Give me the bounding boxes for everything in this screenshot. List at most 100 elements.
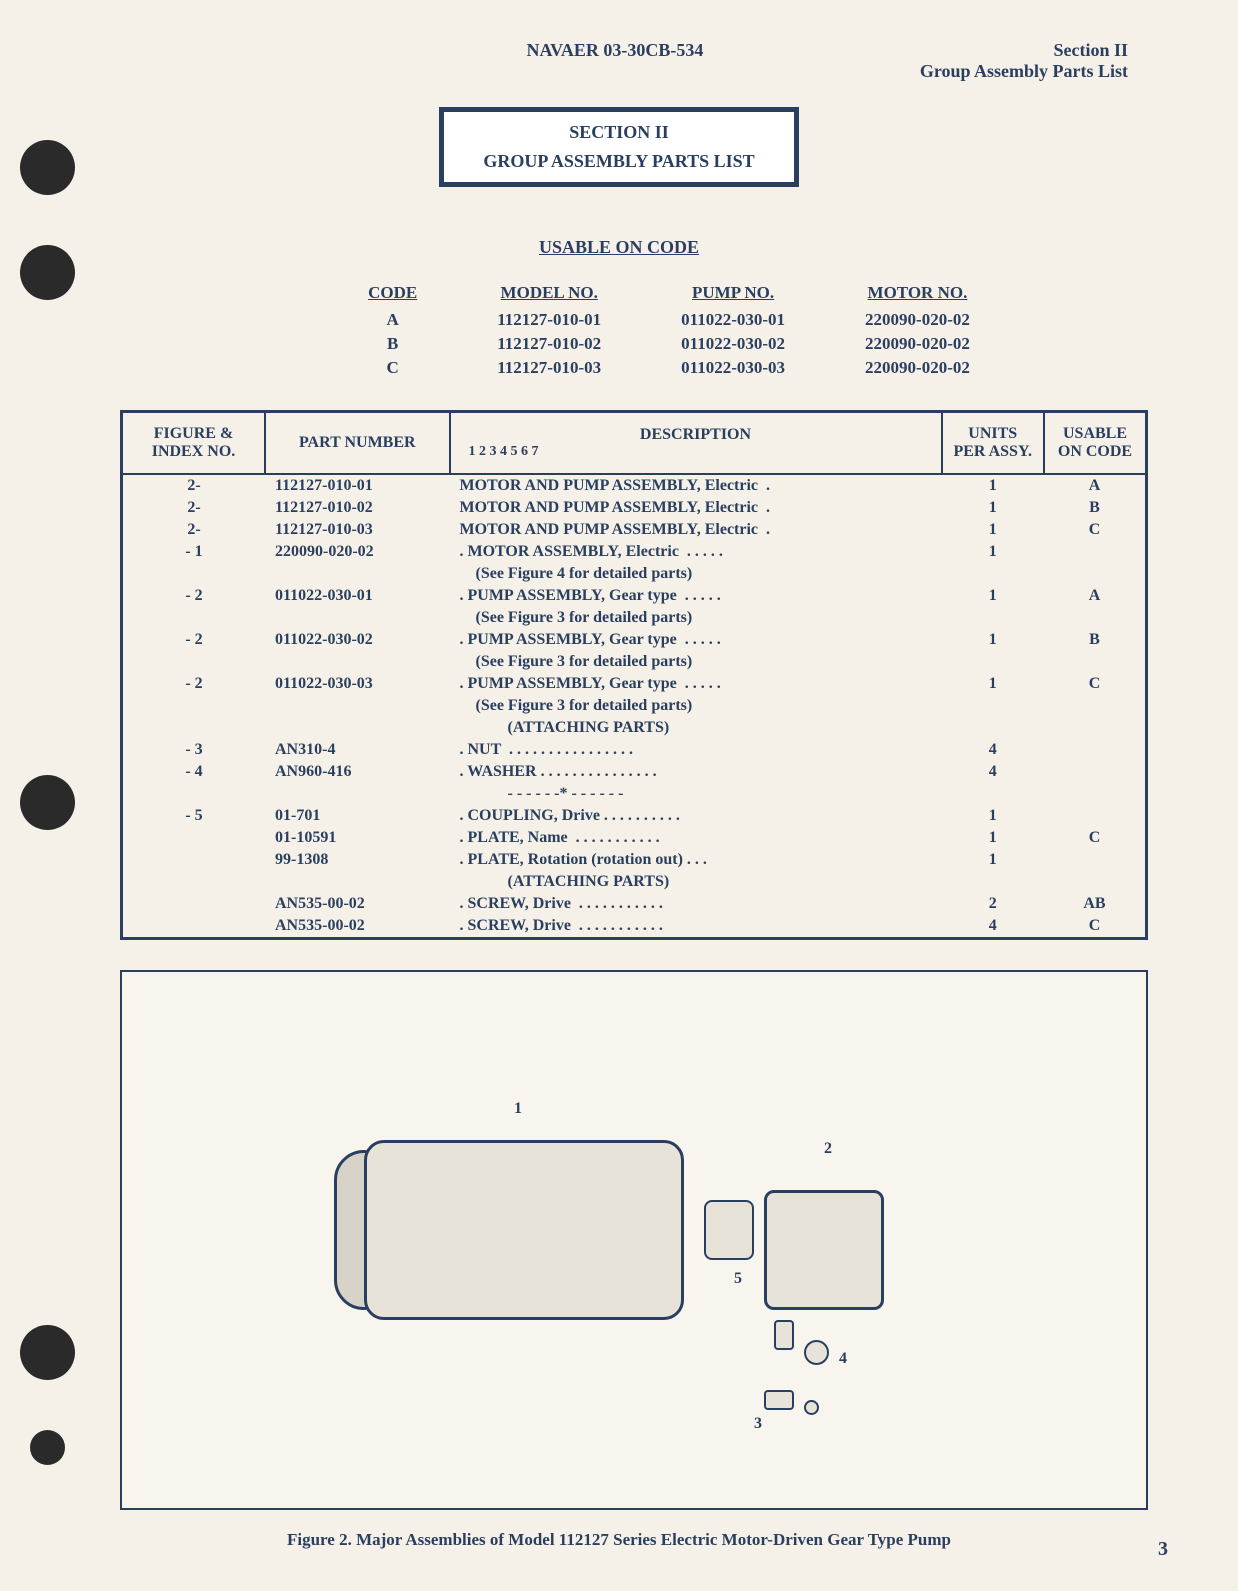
- parts-cell-code: C: [1044, 519, 1147, 541]
- callout-4: 4: [839, 1350, 847, 1368]
- code-table-cell: 220090-020-02: [825, 308, 1010, 332]
- parts-cell-part: [265, 607, 450, 629]
- parts-header-units: UNITS PER ASSY.: [942, 412, 1045, 475]
- motor-body-shape: [364, 1140, 684, 1320]
- code-table-cell: B: [328, 332, 457, 356]
- parts-cell-figure: - 3: [122, 739, 266, 761]
- list-name: Group Assembly Parts List: [920, 61, 1128, 82]
- parts-cell-figure: [122, 695, 266, 717]
- parts-table-row: (See Figure 4 for detailed parts): [122, 563, 1147, 585]
- parts-cell-part: [265, 871, 450, 893]
- parts-cell-figure: [122, 871, 266, 893]
- parts-table-row: (See Figure 3 for detailed parts): [122, 695, 1147, 717]
- parts-cell-desc: (See Figure 3 for detailed parts): [450, 651, 942, 673]
- parts-cell-desc: . PUMP ASSEMBLY, Gear type . . . . .: [450, 673, 942, 695]
- parts-cell-units: [942, 563, 1045, 585]
- parts-cell-units: [942, 607, 1045, 629]
- washer-shape: [804, 1340, 829, 1365]
- parts-cell-desc: . PLATE, Rotation (rotation out) . . .: [450, 849, 942, 871]
- desc-header-sub: 1 2 3 4 5 6 7: [459, 444, 933, 460]
- code-table-row: B112127-010-02011022-030-02220090-020-02: [328, 332, 1010, 356]
- parts-cell-code: C: [1044, 827, 1147, 849]
- parts-cell-figure: 2-: [122, 474, 266, 497]
- parts-cell-code: C: [1044, 673, 1147, 695]
- parts-table: FIGURE & INDEX NO. PART NUMBER DESCRIPTI…: [120, 410, 1148, 940]
- parts-table-row: 99-1308. PLATE, Rotation (rotation out) …: [122, 849, 1147, 871]
- code-table-row: C112127-010-03011022-030-03220090-020-02: [328, 356, 1010, 380]
- parts-cell-code: C: [1044, 915, 1147, 939]
- parts-cell-desc: MOTOR AND PUMP ASSEMBLY, Electric .: [450, 519, 942, 541]
- parts-cell-figure: [122, 651, 266, 673]
- desc-header-main: DESCRIPTION: [459, 426, 933, 444]
- parts-cell-code: [1044, 563, 1147, 585]
- parts-cell-desc: . PUMP ASSEMBLY, Gear type . . . . .: [450, 629, 942, 651]
- parts-cell-part: 01-10591: [265, 827, 450, 849]
- parts-cell-part: [265, 563, 450, 585]
- parts-cell-units: 1: [942, 827, 1045, 849]
- code-table-cell: 220090-020-02: [825, 332, 1010, 356]
- page-number: 3: [1158, 1538, 1168, 1561]
- screw-shape: [804, 1400, 819, 1415]
- parts-cell-code: [1044, 607, 1147, 629]
- coupling-shape: [704, 1200, 754, 1260]
- parts-cell-units: 1: [942, 541, 1045, 563]
- parts-cell-figure: [122, 827, 266, 849]
- nut-shape: [774, 1320, 794, 1350]
- parts-cell-desc: . MOTOR ASSEMBLY, Electric . . . . .: [450, 541, 942, 563]
- callout-3: 3: [754, 1415, 762, 1433]
- figure-illustration: 1 2 5 4 3: [284, 1040, 984, 1440]
- code-header-pump: PUMP NO.: [641, 278, 825, 308]
- code-header-motor: MOTOR NO.: [825, 278, 1010, 308]
- parts-header-figure: FIGURE & INDEX NO.: [122, 412, 266, 475]
- parts-cell-desc: (See Figure 3 for detailed parts): [450, 695, 942, 717]
- parts-cell-part: 01-701: [265, 805, 450, 827]
- code-table-cell: 112127-010-01: [457, 308, 641, 332]
- parts-cell-desc: (ATTACHING PARTS): [450, 717, 942, 739]
- code-table-wrapper: CODE MODEL NO. PUMP NO. MOTOR NO. A11212…: [60, 278, 1178, 380]
- parts-table-row: - 2011022-030-01. PUMP ASSEMBLY, Gear ty…: [122, 585, 1147, 607]
- parts-cell-units: [942, 695, 1045, 717]
- parts-cell-desc: . WASHER . . . . . . . . . . . . . . .: [450, 761, 942, 783]
- parts-table-row: - 4AN960-416. WASHER . . . . . . . . . .…: [122, 761, 1147, 783]
- parts-cell-figure: [122, 563, 266, 585]
- parts-table-row: (ATTACHING PARTS): [122, 871, 1147, 893]
- parts-cell-part: 112127-010-03: [265, 519, 450, 541]
- parts-cell-figure: [122, 849, 266, 871]
- parts-cell-code: [1044, 805, 1147, 827]
- parts-cell-figure: - 2: [122, 629, 266, 651]
- punch-hole: [20, 1325, 75, 1380]
- code-table-cell: 011022-030-03: [641, 356, 825, 380]
- code-table-cell: 220090-020-02: [825, 356, 1010, 380]
- parts-cell-units: 1: [942, 805, 1045, 827]
- parts-table-row: - 2011022-030-03. PUMP ASSEMBLY, Gear ty…: [122, 673, 1147, 695]
- parts-table-row: - 3AN310-4. NUT . . . . . . . . . . . . …: [122, 739, 1147, 761]
- parts-cell-part: 99-1308: [265, 849, 450, 871]
- plate-shape: [764, 1390, 794, 1410]
- parts-cell-part: 112127-010-01: [265, 474, 450, 497]
- parts-cell-units: 1: [942, 673, 1045, 695]
- parts-cell-part: 112127-010-02: [265, 497, 450, 519]
- parts-table-row: - 501-701. COUPLING, Drive . . . . . . .…: [122, 805, 1147, 827]
- parts-header-desc: DESCRIPTION 1 2 3 4 5 6 7: [450, 412, 942, 475]
- parts-cell-desc: . SCREW, Drive . . . . . . . . . . .: [450, 893, 942, 915]
- parts-cell-part: AN310-4: [265, 739, 450, 761]
- parts-cell-code: B: [1044, 497, 1147, 519]
- parts-cell-units: 4: [942, 739, 1045, 761]
- parts-cell-figure: 2-: [122, 497, 266, 519]
- parts-cell-figure: [122, 607, 266, 629]
- parts-cell-units: 2: [942, 893, 1045, 915]
- punch-hole: [20, 775, 75, 830]
- punch-hole: [20, 140, 75, 195]
- parts-cell-part: 220090-020-02: [265, 541, 450, 563]
- code-header-code: CODE: [328, 278, 457, 308]
- parts-cell-figure: 2-: [122, 519, 266, 541]
- parts-cell-desc: . SCREW, Drive . . . . . . . . . . .: [450, 915, 942, 939]
- parts-cell-code: [1044, 651, 1147, 673]
- parts-cell-units: 1: [942, 585, 1045, 607]
- parts-cell-units: [942, 717, 1045, 739]
- parts-cell-code: [1044, 739, 1147, 761]
- parts-cell-desc: (See Figure 3 for detailed parts): [450, 607, 942, 629]
- parts-cell-part: 011022-030-03: [265, 673, 450, 695]
- parts-table-row: (See Figure 3 for detailed parts): [122, 651, 1147, 673]
- parts-cell-code: [1044, 761, 1147, 783]
